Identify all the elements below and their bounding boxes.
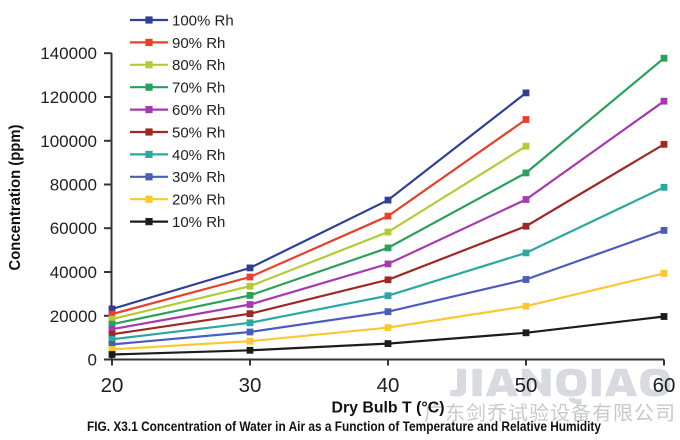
svg-text:70% Rh: 70% Rh — [172, 80, 225, 97]
svg-text:0: 0 — [88, 351, 97, 370]
svg-text:40: 40 — [377, 374, 400, 397]
svg-text:50% Rh: 50% Rh — [172, 124, 225, 141]
svg-text:120000: 120000 — [40, 88, 97, 107]
svg-text:140000: 140000 — [40, 44, 97, 63]
svg-text:60% Rh: 60% Rh — [172, 102, 225, 119]
svg-text:20000: 20000 — [50, 307, 97, 326]
svg-text:10% Rh: 10% Rh — [172, 214, 225, 231]
svg-text:50: 50 — [515, 374, 538, 397]
svg-text:60000: 60000 — [50, 219, 97, 238]
svg-text:FIG. X3.1 Concentration of Wat: FIG. X3.1 Concentration of Water in Air … — [87, 419, 601, 434]
svg-text:100000: 100000 — [40, 132, 97, 151]
svg-text:Dry Bulb T (°C): Dry Bulb T (°C) — [332, 400, 445, 417]
svg-text:100% Rh: 100% Rh — [172, 12, 234, 29]
svg-text:80000: 80000 — [50, 176, 97, 195]
svg-text:40000: 40000 — [50, 263, 97, 282]
svg-text:30% Rh: 30% Rh — [172, 169, 225, 186]
svg-text:60: 60 — [653, 374, 676, 397]
svg-text:20% Rh: 20% Rh — [172, 192, 225, 209]
svg-text:40% Rh: 40% Rh — [172, 147, 225, 164]
svg-text:90% Rh: 90% Rh — [172, 35, 225, 52]
svg-text:80% Rh: 80% Rh — [172, 57, 225, 74]
svg-text:30: 30 — [239, 374, 262, 397]
svg-text:Concentration (ppm): Concentration (ppm) — [7, 125, 24, 271]
svg-text:20: 20 — [101, 374, 124, 397]
